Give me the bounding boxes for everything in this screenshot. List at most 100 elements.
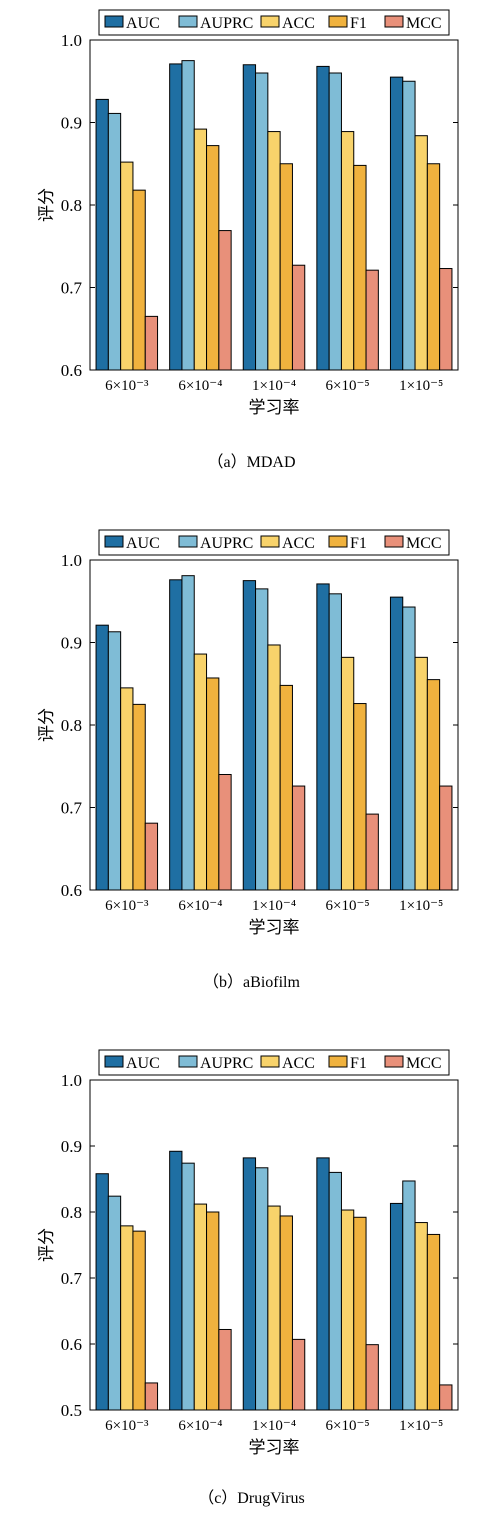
bar-auc [169, 579, 183, 891]
y-tick-label: 0.9 [61, 1137, 82, 1156]
legend-label: MCC [406, 15, 442, 32]
bar-acc [193, 1203, 208, 1411]
legend-label: F1 [350, 535, 367, 552]
x-axis-label: 学习率 [249, 918, 300, 937]
bar-mcc [291, 264, 306, 371]
legend-item: ACC [260, 535, 315, 552]
bar-f1 [353, 703, 367, 891]
bar-mcc [365, 813, 379, 891]
chart-panel-drugvirus: 0.5 0.6 0.7 0.8 0.9 1.0 6×10⁻³ 6×10⁻⁴ 1×10⁻⁴ 6×10… [0, 1040, 503, 1480]
legend-item: MCC [384, 535, 442, 552]
legend-item: AUPRC [178, 1055, 253, 1072]
legend-swatch [260, 15, 280, 28]
bar-acc [120, 1225, 134, 1411]
x-tick-label: 1×10⁻⁴ [252, 898, 296, 914]
bar-mcc [144, 1382, 159, 1411]
bar-auprc [107, 1195, 122, 1411]
legend-item: F1 [328, 15, 367, 32]
bar-acc [414, 656, 428, 891]
legend-item: MCC [384, 1055, 442, 1072]
y-tick-label: 0.8 [61, 716, 82, 735]
y-tick-label: 0.7 [61, 799, 83, 818]
x-tick-label: 1×10⁻⁵ [399, 378, 443, 394]
legend-item: AUC [104, 535, 160, 552]
legend-label: MCC [406, 1055, 442, 1072]
y-tick-label: 0.6 [61, 881, 82, 900]
x-tick-label: 1×10⁻⁵ [399, 1418, 443, 1434]
bar-acc [193, 128, 208, 371]
bar-mcc [291, 1338, 306, 1411]
bar-acc [120, 687, 134, 891]
y-axis-label: 评分 [37, 188, 56, 222]
y-tick-label: 0.7 [61, 279, 83, 298]
bar-mcc [218, 1328, 232, 1411]
legend-item: ACC [260, 15, 315, 32]
bar-acc [193, 653, 208, 891]
legend-swatch [328, 1055, 348, 1068]
legend-label: AUPRC [200, 1055, 253, 1072]
bar-f1 [279, 1215, 293, 1411]
x-tick-label: 1×10⁻⁴ [252, 1418, 296, 1434]
legend-label: AUC [126, 15, 160, 32]
bar-auc [95, 1173, 109, 1411]
legend-label: AUPRC [200, 535, 253, 552]
y-tick-label: 0.8 [61, 1203, 82, 1222]
bar-mcc [365, 1344, 379, 1411]
legend-item: F1 [328, 535, 367, 552]
chart-panel-mdad: 0.6 0.7 0.8 0.9 1.0 6×10⁻³ 6×10⁻⁴ 1×10⁻⁴ 6×10⁻⁵ 1… [0, 0, 503, 440]
bar-f1 [279, 684, 293, 891]
bar-f1 [353, 164, 367, 371]
bar-auc [242, 64, 257, 371]
y-tick-label: 0.5 [61, 1401, 82, 1420]
legend-swatch [384, 15, 404, 28]
legend-item: AUPRC [178, 15, 253, 32]
bar-acc [267, 644, 281, 891]
bar-mcc [144, 315, 159, 371]
legend-swatch [328, 535, 348, 548]
bar-f1 [426, 679, 441, 891]
x-axis-label: 学习率 [249, 398, 300, 417]
x-tick-label: 6×10⁻⁵ [326, 378, 370, 394]
bar-f1 [206, 1211, 220, 1411]
bar-f1 [279, 163, 293, 371]
legend: AUC AUPRC ACC F1 MCC [98, 9, 450, 36]
legend-swatch [104, 15, 124, 28]
bar-auc [169, 1150, 183, 1411]
chart-drugvirus: 0.5 0.6 0.7 0.8 0.9 1.0 6×10⁻³ 6×10⁻⁴ 1×10⁻⁴ 6×10… [37, 1049, 459, 1457]
x-tick-label: 6×10⁻³ [105, 378, 149, 394]
legend-label: ACC [282, 15, 315, 32]
bar-f1 [426, 163, 441, 371]
bar-auprc [328, 1171, 342, 1411]
x-axis-label: 学习率 [249, 1438, 300, 1457]
bar-auc [242, 1157, 257, 1411]
bar-f1 [132, 703, 146, 891]
bar-auprc [181, 575, 195, 891]
legend-item: MCC [384, 15, 442, 32]
bar-auc [389, 1202, 404, 1411]
legend-swatch [384, 1055, 404, 1068]
bar-f1 [426, 1233, 441, 1411]
bar-auprc [402, 1180, 416, 1411]
bar-mcc [439, 1384, 453, 1411]
bar-auprc [255, 1167, 269, 1411]
bar-f1 [132, 189, 146, 371]
bar-auprc [255, 72, 269, 371]
x-tick-label: 6×10⁻⁵ [326, 1418, 370, 1434]
x-tick-label: 6×10⁻³ [105, 1418, 149, 1434]
legend-swatch [104, 535, 124, 548]
x-tick-label: 6×10⁻⁴ [178, 378, 222, 394]
y-tick-label: 0.7 [61, 1269, 83, 1288]
y-tick-label: 1.0 [61, 31, 82, 50]
y-tick-label: 0.9 [61, 114, 82, 133]
y-tick-label: 0.6 [61, 1335, 82, 1354]
bar-f1 [206, 145, 220, 371]
legend-swatch [328, 15, 348, 28]
legend-label: AUC [126, 535, 160, 552]
bar-auc [242, 580, 257, 891]
y-tick-label: 0.6 [61, 361, 82, 380]
legend-swatch [178, 15, 198, 28]
legend-label: MCC [406, 535, 442, 552]
bar-auc [316, 583, 330, 891]
legend-swatch [178, 1055, 198, 1068]
y-axis-label: 评分 [37, 708, 56, 742]
